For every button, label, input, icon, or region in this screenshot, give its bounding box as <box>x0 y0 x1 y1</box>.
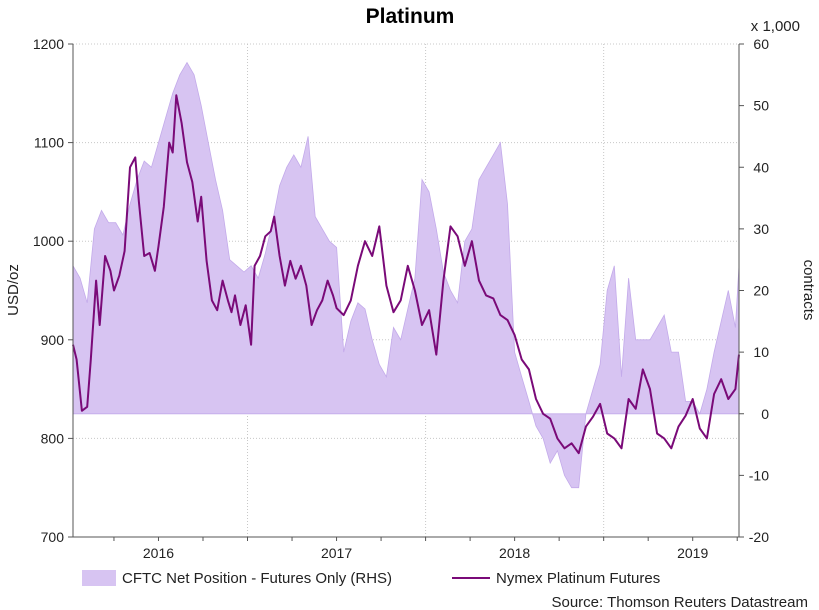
cftc-area-series <box>72 61 740 489</box>
x-tick-label: 2019 <box>677 545 708 561</box>
right-axis-label: contracts <box>800 260 817 321</box>
x-tick-label: 2016 <box>143 545 174 561</box>
platinum-price-series <box>72 94 740 455</box>
left-tick-label: 800 <box>41 430 65 446</box>
right-tick-label: 60 <box>753 36 769 52</box>
left-tick-label: 900 <box>41 332 65 348</box>
left-tick-label: 1000 <box>33 233 64 249</box>
legend-label-platinum: Nymex Platinum Futures <box>496 570 660 587</box>
left-tick-label: 1100 <box>34 135 64 151</box>
right-tick-label: 30 <box>753 221 769 237</box>
chart-title: Platinum <box>366 5 455 28</box>
right-tick-label: -10 <box>749 467 769 483</box>
right-tick-label: 50 <box>753 98 769 114</box>
left-tick-label: 700 <box>41 529 65 545</box>
tick-labels: 700 800 900 1000 1100 1200 -20 -10 0 10 20 30 40 50 60… <box>33 36 769 561</box>
right-tick-label: 10 <box>753 344 769 360</box>
x-tick-label: 2017 <box>321 545 352 561</box>
x-tick-label: 2018 <box>499 545 530 561</box>
right-tick-label: 40 <box>753 159 769 175</box>
right-axis-multiplier: x 1,000 <box>751 18 800 35</box>
legend-label-cftc: CFTC Net Position - Futures Only (RHS) <box>122 570 392 587</box>
legend-swatch-cftc <box>82 570 116 586</box>
left-axis-label: USD/oz <box>5 264 22 316</box>
platinum-price-line <box>72 94 740 455</box>
right-tick-label: -20 <box>749 529 769 545</box>
right-tick-label: 0 <box>761 406 769 422</box>
cftc-area <box>72 61 740 489</box>
right-tick-label: 20 <box>753 283 769 299</box>
left-tick-label: 1200 <box>33 36 64 52</box>
legend: CFTC Net Position - Futures Only (RHS) N… <box>82 570 660 587</box>
source-note: Source: Thomson Reuters Datastream <box>551 594 808 610</box>
